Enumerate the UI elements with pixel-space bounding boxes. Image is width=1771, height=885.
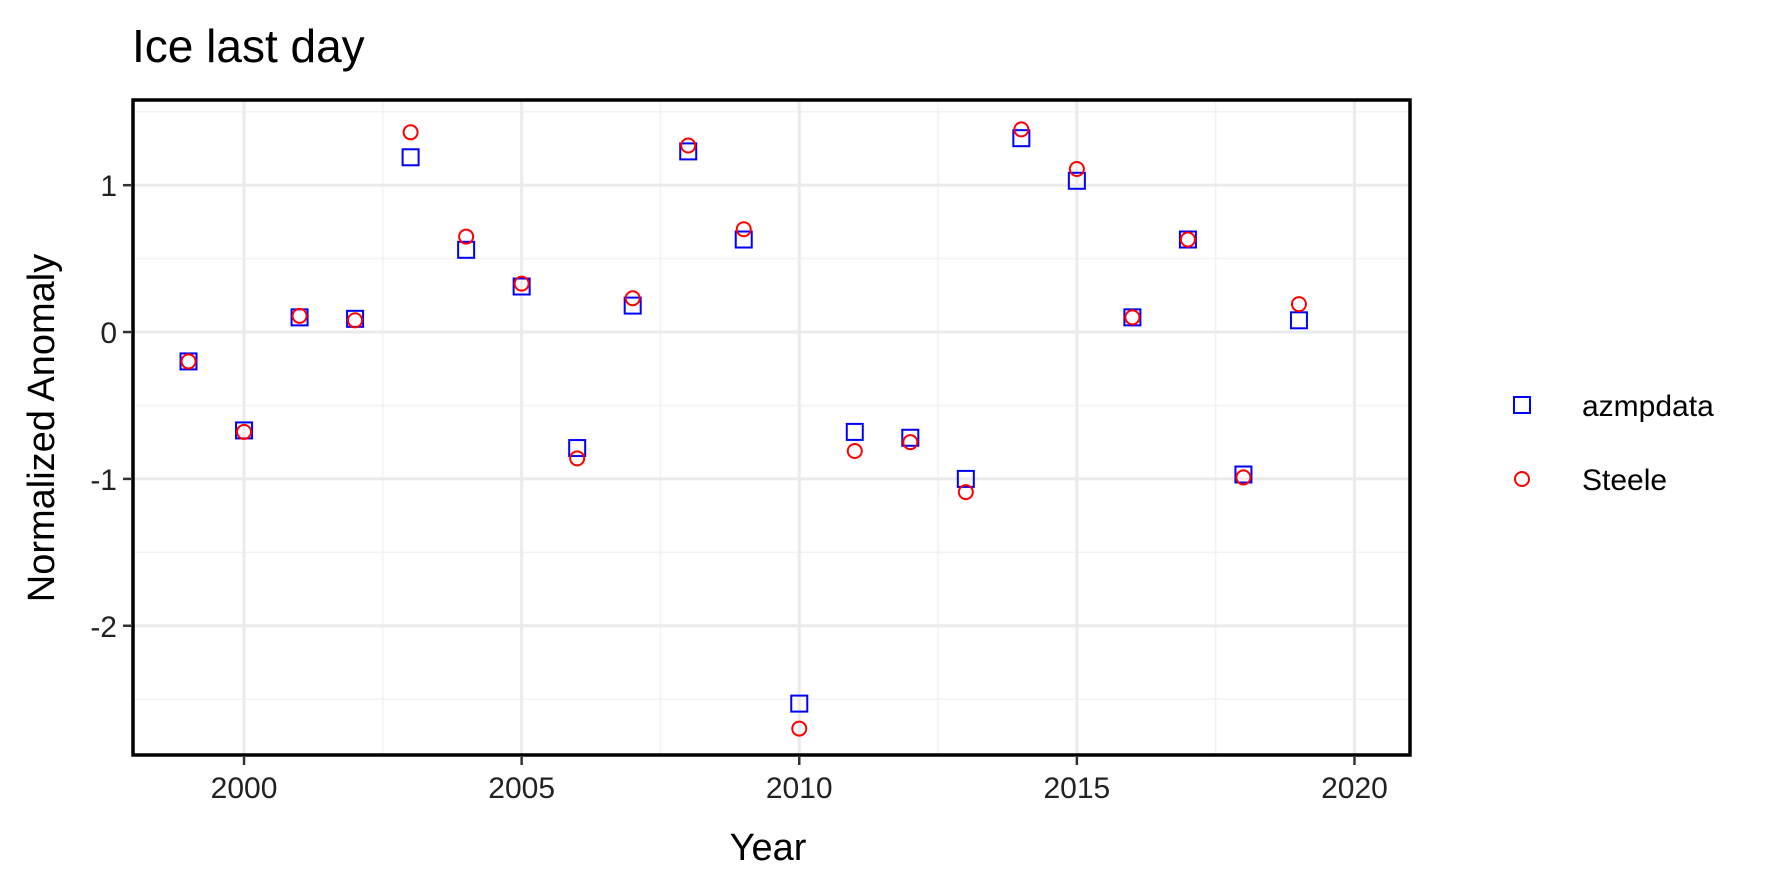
legend-key-steele: [1514, 471, 1530, 487]
y-tick-label: -1: [90, 464, 117, 497]
steele-point: [735, 221, 752, 238]
steele-point: [402, 124, 419, 141]
azmpdata-point: [1067, 171, 1086, 190]
legend-item-azmpdata: azmpdata: [1513, 390, 1714, 423]
x-tick-label: 2020: [1321, 772, 1388, 805]
steele-point: [1179, 231, 1196, 248]
plot-panel-border: [131, 98, 1412, 757]
legend-item-steele: Steele: [1514, 464, 1667, 497]
steele-point: [846, 442, 863, 459]
steele-point: [902, 434, 919, 451]
series-steele: [180, 121, 1307, 737]
azmpdata-point: [845, 422, 864, 441]
steele-point: [569, 450, 586, 467]
x-axis-title: Year: [730, 827, 807, 869]
steele-point: [180, 353, 197, 370]
chart-title: Ice last day: [132, 20, 365, 72]
steele-point: [1124, 309, 1141, 326]
azmpdata-point: [401, 148, 420, 167]
data-points: [179, 121, 1308, 737]
azmpdata-point: [679, 142, 698, 161]
legend-key-azmpdata: [1513, 396, 1531, 414]
steele-point: [624, 290, 641, 307]
azmpdata-point: [512, 277, 531, 296]
steele-point: [1290, 296, 1307, 313]
steele-point: [236, 423, 253, 440]
x-tick-label: 2010: [766, 772, 833, 805]
azmpdata-point: [1012, 129, 1031, 148]
steele-point: [680, 137, 697, 154]
azmpdata-point: [901, 428, 920, 447]
y-tick-label: -2: [90, 611, 117, 644]
y-axis-title: Normalized Anomaly: [21, 254, 63, 602]
legend-label: azmpdata: [1582, 390, 1714, 423]
azmpdata-point: [568, 439, 587, 458]
x-tick-label: 2015: [1043, 772, 1110, 805]
x-tick-label: 2005: [488, 772, 555, 805]
steele-point: [1013, 121, 1030, 138]
steele-point: [458, 228, 475, 245]
steele-point: [957, 484, 974, 501]
legend: azmpdata Steele: [1513, 390, 1714, 497]
azmpdata-point: [457, 240, 476, 259]
y-tick-label: 0: [100, 317, 117, 350]
azmpdata-point: [623, 296, 642, 315]
y-tick-label: 1: [100, 170, 117, 203]
steele-point: [513, 275, 530, 292]
steele-point: [791, 720, 808, 737]
x-tick-label: 2000: [211, 772, 278, 805]
legend-label: Steele: [1582, 464, 1667, 497]
azmpdata-point: [956, 469, 975, 488]
steele-point: [1235, 469, 1252, 486]
steele-point: [347, 312, 364, 329]
grid-lines: [133, 100, 1410, 755]
steele-point: [291, 307, 308, 324]
azmpdata-point: [1234, 465, 1253, 484]
axis-ticks: 2000 2005 2010 2015 2020 -2 -1 0 1: [90, 170, 1388, 805]
azmpdata-point: [734, 230, 753, 249]
steele-point: [1068, 161, 1085, 178]
azmpdata-point: [1289, 311, 1308, 330]
azmpdata-point: [790, 694, 809, 713]
